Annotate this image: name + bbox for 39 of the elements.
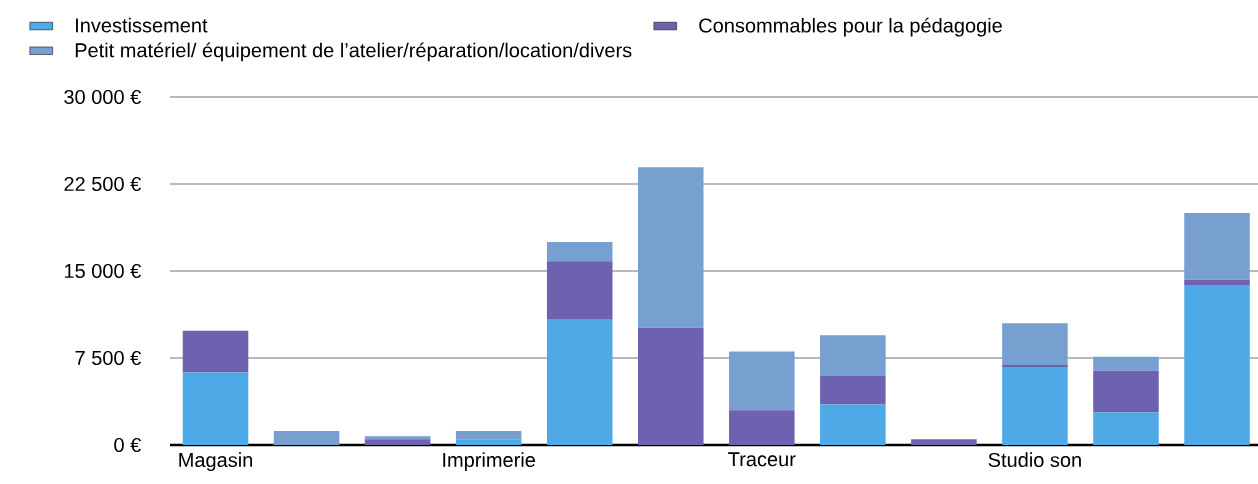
y-tick-label: 7 500 € — [75, 350, 141, 366]
bar — [1002, 367, 1068, 445]
bar — [820, 404, 886, 445]
bar — [546, 261, 613, 320]
bar — [455, 431, 522, 440]
bar — [273, 431, 340, 445]
x-tick-label: Studio son — [988, 452, 1081, 468]
bar — [546, 241, 613, 262]
legend-label: Investissement — [76, 17, 208, 33]
bar — [820, 335, 886, 376]
bar — [1002, 364, 1068, 368]
bar — [364, 439, 431, 445]
bar — [1093, 356, 1159, 371]
bar — [637, 327, 704, 445]
bar — [182, 330, 249, 373]
bar — [1002, 323, 1068, 365]
bar — [182, 372, 249, 445]
bar — [1184, 279, 1250, 285]
y-tick-label: 30 000 € — [64, 89, 141, 105]
bar — [1093, 370, 1159, 413]
y-tick-label: 0 € — [114, 437, 141, 453]
legend-label: Petit matériel/ équipement de l’atelier/réparation/location/divers — [75, 42, 632, 62]
bar — [729, 410, 795, 445]
x-tick-label: Magasin — [179, 452, 253, 471]
bar — [1184, 284, 1250, 445]
bar — [1093, 412, 1159, 445]
bar — [911, 439, 977, 445]
bar — [820, 375, 886, 405]
y-tick-label: 22 500 € — [64, 176, 141, 192]
bar — [364, 436, 431, 440]
bar — [455, 439, 522, 445]
bar — [1184, 212, 1250, 280]
bar — [546, 319, 613, 445]
bar — [729, 351, 795, 411]
bar — [637, 167, 704, 328]
x-tick-label: Traceur — [728, 452, 796, 467]
y-tick-label: 15 000 € — [64, 263, 141, 279]
legend-label: Consommables pour la pédagogie — [699, 17, 1002, 37]
x-tick-label: Imprimerie — [443, 452, 535, 471]
